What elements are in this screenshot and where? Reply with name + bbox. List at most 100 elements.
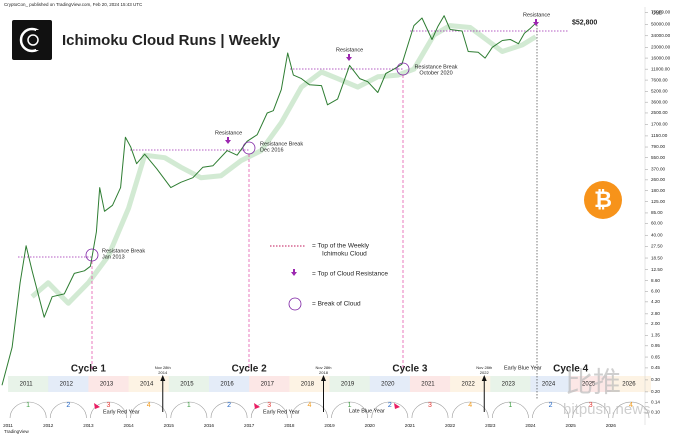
arrow xyxy=(346,54,352,61)
y-tick-label: 2500.00 xyxy=(651,110,668,115)
year-band xyxy=(530,376,571,392)
y-tick-label: 18.50 xyxy=(651,255,663,260)
phase-number: 4 xyxy=(468,402,472,409)
y-tick-label: 180.00 xyxy=(651,188,665,193)
year-band xyxy=(168,376,209,392)
y-tick-label: 1150.00 xyxy=(651,133,668,138)
year-band xyxy=(249,376,290,392)
legend-label: = Break of Cloud xyxy=(312,301,361,308)
year-label: 2026 xyxy=(622,382,636,388)
phase-arc xyxy=(49,401,87,419)
note-arrow xyxy=(394,403,400,409)
break-label: Resistance Break xyxy=(414,64,457,70)
phase-number: 3 xyxy=(107,402,111,409)
cloud-top xyxy=(30,23,538,306)
y-tick-label: 16000.00 xyxy=(651,55,671,60)
year-note: Early Blue Year xyxy=(504,365,542,371)
event-label: Nov 28th xyxy=(476,365,492,370)
year-note: Early Red Year xyxy=(263,409,300,415)
break-circle xyxy=(396,62,410,76)
year-label: 2015 xyxy=(180,382,194,388)
y-tick-label: 0.30 xyxy=(651,377,660,382)
phase-number: 4 xyxy=(307,402,311,409)
x-tick-label: 2023 xyxy=(485,423,496,428)
price-label: $52,800 xyxy=(572,20,597,27)
year-label: 2025 xyxy=(582,382,596,388)
event-label: 2018 xyxy=(319,370,329,375)
watermark: bitpush.news xyxy=(563,401,651,418)
phase-arc xyxy=(612,401,650,419)
x-tick-label: 2011 xyxy=(3,423,13,428)
y-tick-label: 125.00 xyxy=(651,199,665,204)
phase-arc xyxy=(291,401,328,419)
phase-arc xyxy=(572,401,610,419)
phase-arc xyxy=(210,401,248,419)
y-tick-label: 1.35 xyxy=(651,333,660,338)
year-label: 2024 xyxy=(542,382,556,388)
footer: TradingView xyxy=(4,429,30,434)
phase-arc xyxy=(491,401,529,419)
legend-label: Ichimoku Cloud xyxy=(322,251,367,258)
cycle-label: Cycle 2 xyxy=(232,364,267,375)
break-label: Dec 2016 xyxy=(260,147,284,153)
x-tick-label: 2019 xyxy=(324,423,335,428)
break-circle xyxy=(242,141,256,155)
phase-number: 3 xyxy=(589,402,593,409)
arrow xyxy=(225,137,231,144)
legend-circle xyxy=(288,297,302,311)
y-tick-label: 34000.00 xyxy=(651,33,671,38)
resistance-label: Resistance xyxy=(215,130,242,136)
y-tick-label: 0.95 xyxy=(651,343,660,348)
phase-number: 4 xyxy=(629,402,633,409)
year-band xyxy=(48,376,89,392)
phase-number: 1 xyxy=(26,402,30,409)
y-tick-label: 550.00 xyxy=(651,155,665,160)
event-arrowhead xyxy=(321,375,327,381)
cycle-label: Cycle 3 xyxy=(392,364,427,375)
logo-cut xyxy=(36,30,46,50)
year-band xyxy=(128,376,169,392)
year-band xyxy=(610,376,652,392)
price-line xyxy=(1,15,537,386)
cycle-label: Cycle 4 xyxy=(553,364,588,375)
x-tick-label: 2021 xyxy=(405,423,416,428)
x-tick-label: 2026 xyxy=(606,423,617,428)
phase-number: 1 xyxy=(348,402,352,409)
year-band xyxy=(88,376,129,392)
x-tick-label: 2012 xyxy=(43,423,54,428)
year-note: Late Blue Year xyxy=(349,408,385,414)
y-tick-label: 7600.00 xyxy=(651,77,668,82)
note-arrow xyxy=(254,403,260,409)
y-tick-label: 4.20 xyxy=(651,299,660,304)
year-band xyxy=(450,376,491,392)
x-tick-label: 2013 xyxy=(83,423,94,428)
break-label: Resistance Break xyxy=(102,248,145,254)
arrow xyxy=(533,19,539,26)
year-label: 2014 xyxy=(140,382,154,388)
year-band xyxy=(8,376,49,392)
y-tick-label: 8.60 xyxy=(651,278,660,283)
y-tick-label: 12.50 xyxy=(651,267,663,272)
y-tick-label: 50000.00 xyxy=(651,22,671,27)
year-label: 2011 xyxy=(20,382,34,388)
phase-number: 4 xyxy=(147,402,151,409)
bitcoin-logo xyxy=(584,181,622,219)
break-circle xyxy=(85,248,99,262)
event-label: Nov 28th xyxy=(315,365,331,370)
legend-label: = Top of the Weekly xyxy=(312,243,370,250)
y-tick-label: 790.00 xyxy=(651,144,665,149)
phase-arc xyxy=(250,401,288,419)
year-label: 2021 xyxy=(421,382,435,388)
y-tick-label: 5200.00 xyxy=(651,89,668,94)
logo-inner xyxy=(27,34,39,46)
x-tick-label: 2020 xyxy=(365,423,376,428)
phase-arc xyxy=(532,401,569,419)
y-tick-label: 40.00 xyxy=(651,232,663,237)
phase-number: 2 xyxy=(66,402,70,409)
year-band xyxy=(570,376,611,392)
phase-arc xyxy=(411,401,449,419)
x-tick-label: 2017 xyxy=(244,423,255,428)
year-label: 2020 xyxy=(381,382,395,388)
year-band xyxy=(329,376,370,392)
phase-arc xyxy=(371,401,409,419)
